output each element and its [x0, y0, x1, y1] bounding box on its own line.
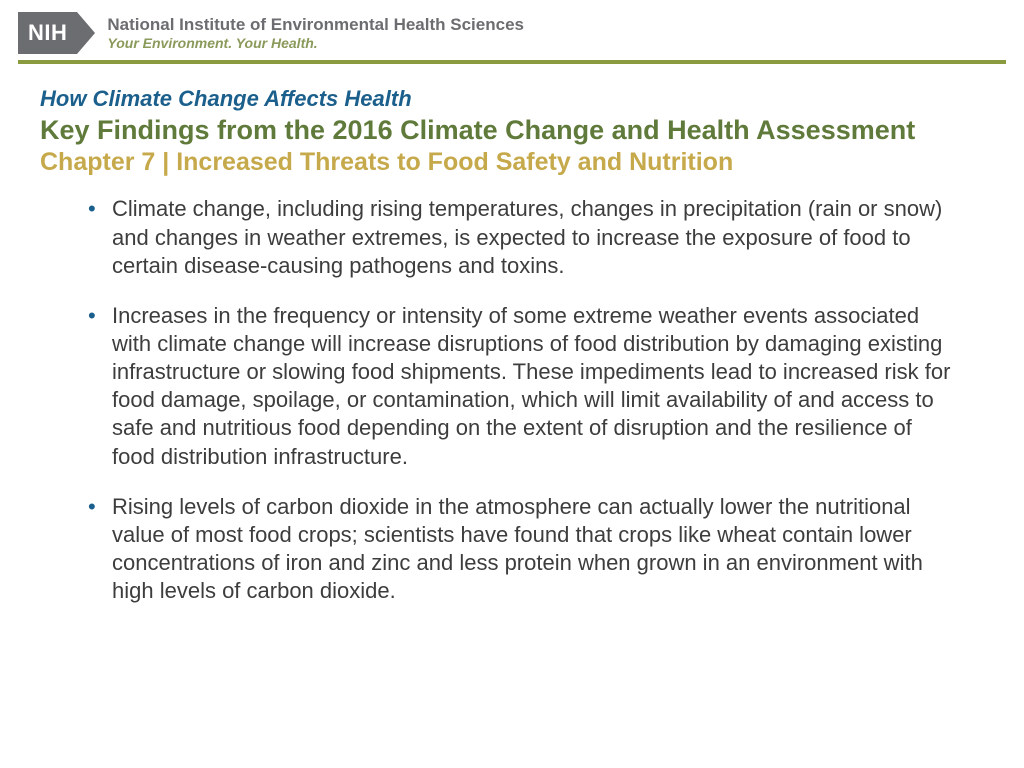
slide-chapter: Chapter 7 | Increased Threats to Food Sa… — [40, 148, 984, 177]
slide-header: NIH National Institute of Environmental … — [0, 0, 1024, 54]
bullet-item: Increases in the frequency or intensity … — [112, 302, 954, 471]
slide-content: How Climate Change Affects Health Key Fi… — [0, 64, 1024, 605]
org-name: National Institute of Environmental Heal… — [107, 14, 524, 35]
bullet-list: Climate change, including rising tempera… — [40, 195, 984, 605]
nih-badge-text: NIH — [18, 12, 77, 54]
org-text-block: National Institute of Environmental Heal… — [107, 14, 524, 53]
bullet-item: Climate change, including rising tempera… — [112, 195, 954, 279]
header-divider — [0, 54, 1024, 64]
nih-logo: NIH — [18, 12, 95, 54]
slide-eyebrow: How Climate Change Affects Health — [40, 86, 984, 112]
slide-subtitle: Key Findings from the 2016 Climate Chang… — [40, 114, 984, 146]
bullet-item: Rising levels of carbon dioxide in the a… — [112, 493, 954, 606]
chevron-right-icon — [77, 12, 95, 54]
org-tagline: Your Environment. Your Health. — [107, 35, 524, 53]
